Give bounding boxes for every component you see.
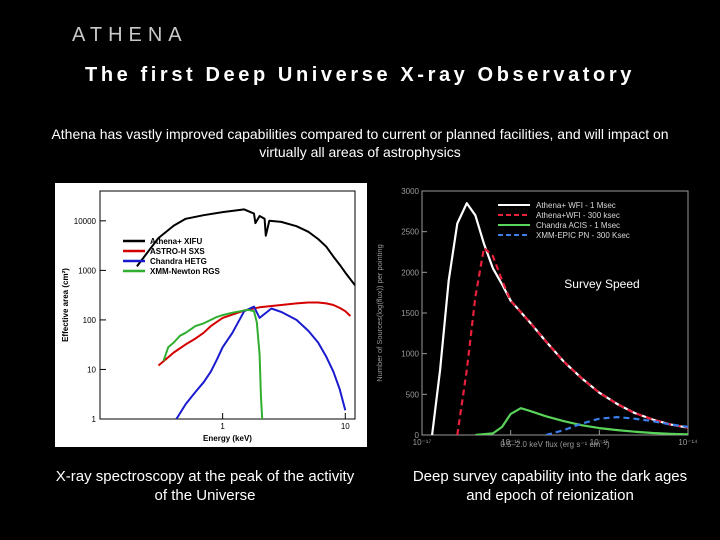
y-tick-label: 2000 xyxy=(401,268,419,277)
page-title: The first Deep Universe X-ray Observator… xyxy=(85,64,635,86)
y-tick-label: 1500 xyxy=(401,309,419,318)
y-tick-label: 3000 xyxy=(401,187,419,196)
y-tick-label: 0 xyxy=(415,431,420,440)
x-tick-label: 10⁻¹⁵ xyxy=(590,438,609,447)
x-axis-label: 0.5–2.0 keV flux (erg s⁻¹ cm⁻²) xyxy=(500,440,610,449)
y-tick-label: 2500 xyxy=(401,228,419,237)
chart-title: Survey Speed xyxy=(564,277,639,291)
y-tick-label: 10000 xyxy=(74,217,97,226)
legend-label: Chandra HETG xyxy=(150,257,207,266)
y-tick-label: 1 xyxy=(92,415,97,424)
y-axis-label: Number of Sources(log(flux)) per pointin… xyxy=(375,244,384,382)
survey-speed-chart: 0 500 1000 1500 2000 2500 3000 10⁻¹⁷ 10⁻¹⁶ 10⁻¹⁵ 1… xyxy=(370,183,700,451)
x-tick-label: 10⁻¹⁷ xyxy=(413,438,432,447)
effective-area-chart: 1 10 100 1000 10000 1 10 Energy (keV) Effective … xyxy=(55,183,367,447)
legend-label: Athena+ XIFU xyxy=(150,237,202,246)
y-tick-label: 1000 xyxy=(78,266,96,275)
legend-label: Athena+WFI - 300 ksec xyxy=(536,211,620,220)
chart-background xyxy=(370,183,700,451)
series-line-astro-h-sxs xyxy=(157,301,352,367)
series-line-chandra-hetg xyxy=(175,305,347,419)
x-tick-label: 1 xyxy=(220,422,225,431)
legend-label: Athena+ WFI - 1 Msec xyxy=(536,201,616,210)
series-line-athena-wfi-300-ksec xyxy=(456,246,688,435)
caption-spectroscopy: X-ray spectroscopy at the peak of the ac… xyxy=(55,468,355,504)
x-axis-label: Energy (keV) xyxy=(203,434,252,443)
intro-text: Athena has vastly improved capabilities … xyxy=(51,126,669,160)
plot-frame xyxy=(99,190,356,420)
series-line-athena-xifu xyxy=(136,208,355,286)
legend-label: XMM-EPIC PN - 300 Ksec xyxy=(536,231,630,240)
legend-label: Chandra ACIS - 1 Msec xyxy=(536,221,620,230)
legend-label: XMM-Newton RGS xyxy=(150,267,220,276)
series-line-xmm-epic-pn-300-ksec xyxy=(545,416,688,435)
brand-logo: ATHENA xyxy=(72,24,188,46)
caption-survey: Deep survey capability into the dark age… xyxy=(412,468,688,504)
legend-label: ASTRO-H SXS xyxy=(150,247,205,256)
x-tick-label: 10⁻¹⁶ xyxy=(501,438,520,447)
chart-background xyxy=(55,183,367,447)
y-axis-label: Effective area (cm²) xyxy=(61,268,70,342)
y-tick-label: 500 xyxy=(406,390,420,399)
y-tick-label: 1000 xyxy=(401,350,419,359)
y-tick-label: 10 xyxy=(87,365,96,374)
series-line-chandra-acis-1-msec xyxy=(475,407,688,435)
y-tick-label: 100 xyxy=(83,316,97,325)
series-line-xmm-newton-rgs xyxy=(162,308,264,419)
x-tick-label: 10⁻¹⁴ xyxy=(678,438,698,447)
x-tick-label: 10 xyxy=(341,422,350,431)
